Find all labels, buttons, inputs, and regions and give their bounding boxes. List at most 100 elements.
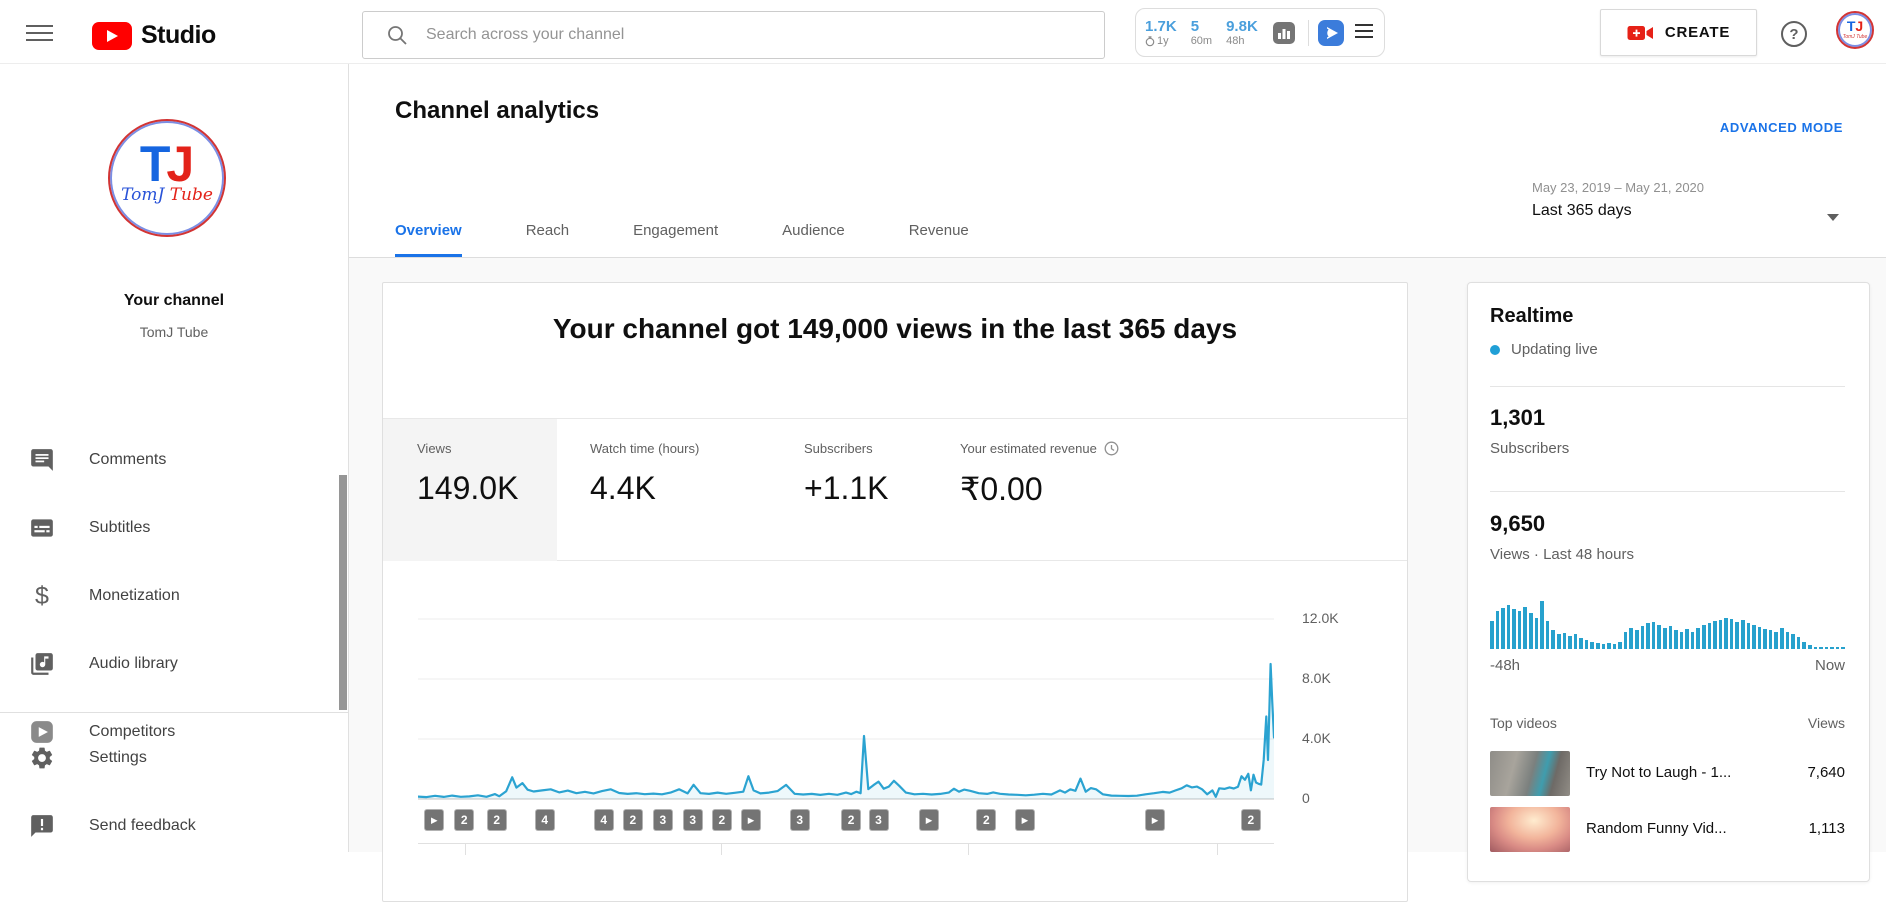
y-tick-0: 0: [1302, 790, 1310, 806]
realtime-bar: [1601, 643, 1606, 649]
video-marker[interactable]: 4: [593, 809, 614, 831]
realtime-bar: [1796, 637, 1801, 649]
views-line-chart[interactable]: [418, 617, 1274, 801]
bar-chart-icon[interactable]: [1272, 21, 1296, 45]
sidebar-item-send-feedback[interactable]: Send feedback: [0, 792, 348, 860]
axis-left-label: -48h: [1490, 657, 1521, 674]
search-input[interactable]: [426, 26, 1104, 44]
studio-wordmark: Studio: [141, 21, 216, 49]
video-marker-play[interactable]: ▶: [1145, 809, 1166, 831]
top-video-row[interactable]: Random Funny Vid... 1,113: [1490, 807, 1845, 853]
overview-card: Your channel got 149,000 views in the la…: [382, 282, 1408, 902]
updating-live-row: Updating live: [1490, 341, 1598, 358]
date-range-filter[interactable]: May 23, 2019 – May 21, 2020 Last 365 day…: [1532, 180, 1704, 220]
channel-avatar[interactable]: TJ TomJ Tube: [108, 119, 226, 237]
create-button[interactable]: CREATE: [1600, 9, 1757, 56]
metric-subscribers[interactable]: Subscribers +1.1K: [804, 441, 889, 506]
realtime-bar: [1841, 647, 1845, 649]
realtime-bar: [1791, 634, 1795, 649]
y-tick-12k: 12.0K: [1302, 610, 1339, 626]
tab-engagement[interactable]: Engagement: [633, 222, 719, 239]
sidebar-item-subtitles[interactable]: Subtitles: [0, 494, 348, 562]
youtube-studio-logo[interactable]: Studio: [92, 21, 216, 50]
vidiq-competitors-icon: [29, 719, 55, 745]
tab-reach[interactable]: Reach: [525, 222, 570, 239]
divider: [1490, 491, 1845, 492]
realtime-bar: [1657, 625, 1661, 649]
metric-views[interactable]: Views 149.0K: [417, 441, 519, 506]
subtitles-icon: [29, 515, 55, 541]
dollar-icon: $: [35, 581, 49, 610]
realtime-bar: [1752, 625, 1756, 649]
realtime-bar: [1495, 611, 1500, 649]
video-marker[interactable]: 2: [622, 809, 643, 831]
video-marker[interactable]: 4: [534, 809, 555, 831]
realtime-title: Realtime: [1490, 305, 1574, 327]
video-marker-play[interactable]: ▶: [1014, 809, 1035, 831]
y-tick-8k: 8.0K: [1302, 670, 1331, 686]
realtime-bar: [1718, 620, 1723, 649]
vidiq-menu-icon[interactable]: [1354, 23, 1373, 42]
sidebar-item-settings[interactable]: Settings: [0, 724, 348, 792]
realtime-bar: [1501, 608, 1505, 649]
gridlines: [418, 618, 1274, 800]
video-marker[interactable]: 3: [789, 809, 810, 831]
video-marker[interactable]: 3: [652, 809, 673, 831]
video-marker[interactable]: 2: [841, 809, 862, 831]
realtime-bar-chart[interactable]: [1490, 599, 1845, 649]
video-marker[interactable]: 3: [682, 809, 703, 831]
video-marker-play[interactable]: ▶: [424, 809, 445, 831]
sidebar-item-audio-library[interactable]: Audio library: [0, 630, 348, 698]
video-marker-play[interactable]: ▶: [740, 809, 761, 831]
metric-views-active-bg: [383, 419, 557, 561]
realtime-subscribers-label: Subscribers: [1490, 440, 1570, 457]
chevron-down-icon[interactable]: [1827, 214, 1839, 221]
realtime-bar: [1835, 647, 1840, 649]
gear-icon: [29, 745, 55, 771]
views-line: [418, 662, 1274, 799]
x-axis-tick: [1217, 843, 1218, 855]
help-icon[interactable]: ?: [1781, 21, 1807, 47]
realtime-bar: [1579, 638, 1583, 649]
menu-icon[interactable]: [26, 25, 53, 41]
realtime-bar: [1724, 618, 1728, 649]
tab-overview[interactable]: Overview: [395, 209, 462, 257]
account-avatar[interactable]: TJ TomJ Tube: [1836, 11, 1874, 49]
realtime-bar: [1629, 628, 1634, 649]
vidiq-extension-widget[interactable]: 1.7K 1y 5 60m 9.8K 48h: [1135, 8, 1385, 57]
realtime-views-value: 9,650: [1490, 511, 1546, 536]
divider: [1307, 19, 1309, 46]
video-marker[interactable]: 3: [868, 809, 889, 831]
avatar-script-text: TomJ Tube: [1842, 34, 1868, 40]
metric-revenue[interactable]: Your estimated revenue ₹0.00: [960, 419, 1119, 561]
metrics-row: Views 149.0K Watch time (hours) 4.4K Sub…: [383, 418, 1407, 561]
metric-watch-time[interactable]: Watch time (hours) 4.4K: [590, 441, 700, 506]
x-axis-tick: [968, 843, 969, 855]
vidiq-boost-icon[interactable]: [1317, 19, 1345, 47]
sidebar-item-comments[interactable]: Comments: [0, 426, 348, 494]
realtime-bar: [1607, 642, 1611, 649]
realtime-bar: [1568, 635, 1572, 649]
sidebar-scrollbar[interactable]: [339, 475, 347, 710]
video-marker[interactable]: 2: [976, 809, 997, 831]
video-marker[interactable]: 2: [454, 809, 475, 831]
sidebar-item-competitors[interactable]: Competitors: [0, 698, 348, 766]
sidebar: TJ TomJ Tube Your channel TomJ Tube Comm…: [0, 64, 349, 852]
create-label: CREATE: [1664, 24, 1731, 41]
realtime-bar: [1819, 647, 1823, 649]
search-box[interactable]: [362, 11, 1105, 59]
tab-revenue[interactable]: Revenue: [908, 222, 969, 239]
video-marker[interactable]: 2: [486, 809, 507, 831]
advanced-mode-link[interactable]: ADVANCED MODE: [1719, 120, 1843, 135]
video-marker[interactable]: 2: [1240, 809, 1261, 831]
sidebar-item-monetization[interactable]: $ Monetization: [0, 562, 348, 630]
realtime-bar: [1785, 632, 1790, 649]
realtime-bar: [1746, 623, 1751, 649]
video-markers-row: ▶ 2 2 4 4 2 3 3 2 ▶ 3 2 3 ▶ 2 ▶ ▶ 2: [418, 809, 1274, 833]
realtime-bar: [1802, 641, 1806, 649]
video-marker[interactable]: 2: [711, 809, 732, 831]
top-video-row[interactable]: Try Not to Laugh - 1... 7,640: [1490, 751, 1845, 797]
tab-audience[interactable]: Audience: [782, 222, 845, 239]
video-marker-play[interactable]: ▶: [919, 809, 940, 831]
realtime-bar: [1807, 645, 1812, 649]
